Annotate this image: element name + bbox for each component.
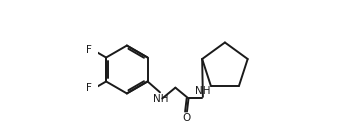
Text: NH: NH xyxy=(153,94,168,104)
Text: F: F xyxy=(86,83,92,93)
Text: F: F xyxy=(86,45,92,55)
Text: O: O xyxy=(182,113,190,123)
Text: NH: NH xyxy=(195,86,210,96)
